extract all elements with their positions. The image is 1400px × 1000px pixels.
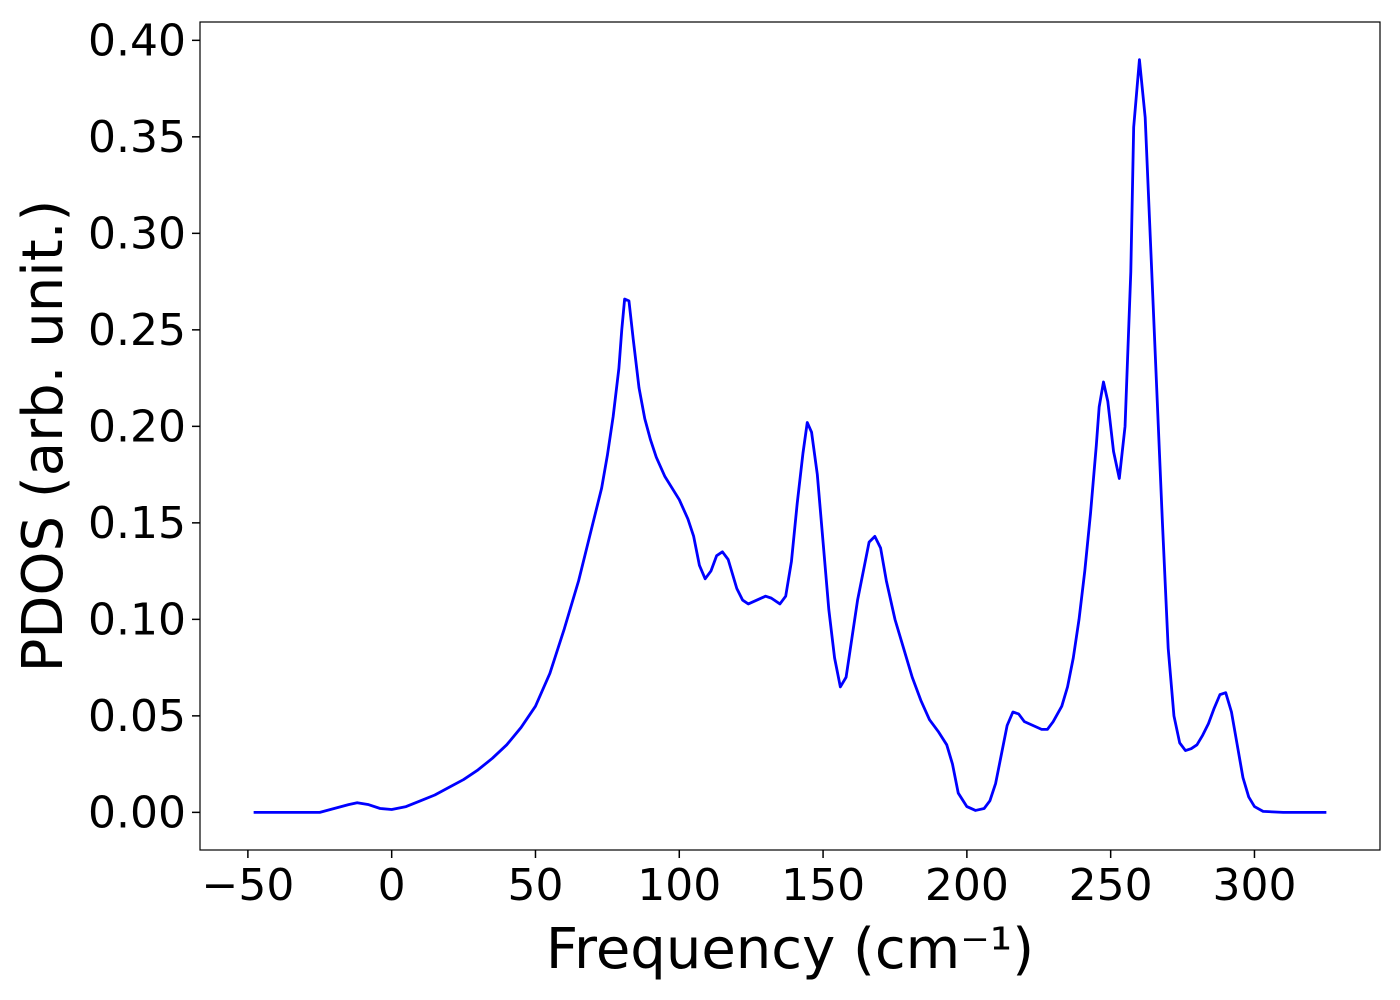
y-tick-label: 0.05 (88, 691, 186, 742)
y-tick-label: 0.00 (88, 787, 186, 838)
y-axis-label: PDOS (arb. unit.) (11, 200, 76, 673)
x-tick-label: 50 (507, 860, 563, 911)
y-tick-label: 0.10 (88, 594, 186, 645)
y-tick-label: 0.35 (88, 112, 186, 163)
y-tick-label: 0.25 (88, 305, 186, 356)
data-line (253, 58, 1327, 814)
x-tick-label: 100 (637, 860, 721, 911)
plot-frame (199, 21, 1381, 851)
x-tick-label: 150 (781, 860, 865, 911)
y-tick-label: 0.15 (88, 498, 186, 549)
x-tick-label: 200 (925, 860, 1009, 911)
y-tick-label: 0.20 (88, 401, 186, 452)
x-axis-label: Frequency (cm⁻¹) (546, 917, 1034, 982)
x-tick-label: 0 (378, 860, 406, 911)
x-tick-label: 300 (1212, 860, 1296, 911)
y-tick-label: 0.30 (88, 208, 186, 259)
x-tick-label: 250 (1069, 860, 1153, 911)
y-tick-label: 0.40 (88, 15, 186, 66)
x-tick-label: −50 (201, 860, 294, 911)
